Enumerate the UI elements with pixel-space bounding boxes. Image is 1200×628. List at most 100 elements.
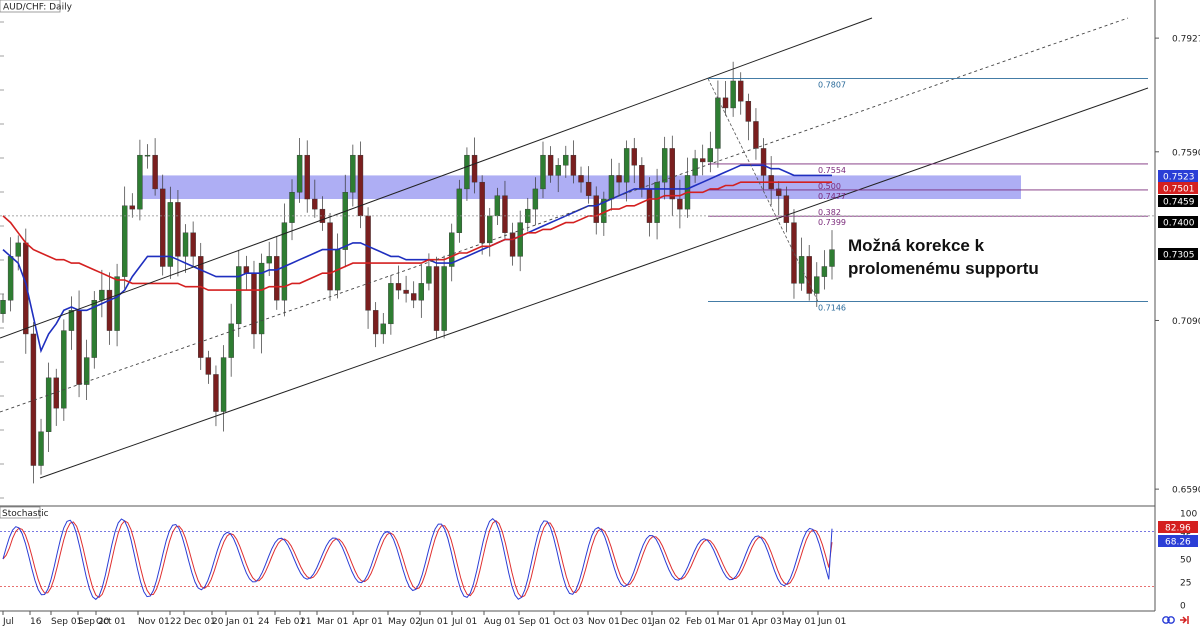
candle <box>745 100 752 122</box>
candle <box>327 222 333 291</box>
price-badge-label: 0.7523 <box>1163 173 1195 183</box>
candle <box>304 154 310 200</box>
candle <box>251 273 257 335</box>
candle <box>623 148 630 183</box>
trend-channel <box>0 17 1149 479</box>
price-badge <box>1158 195 1198 207</box>
price-badge <box>1158 170 1198 182</box>
stoch-k-line <box>2 518 833 601</box>
symbol-box <box>0 0 61 13</box>
candle <box>563 154 569 166</box>
candle <box>821 266 828 277</box>
candle <box>631 148 637 166</box>
candle <box>53 377 59 409</box>
price-badge-label: 0.7459 <box>1163 198 1195 208</box>
price-badge-label: 0.7305 <box>1163 251 1195 261</box>
time-tick-label: Jul <box>2 617 14 627</box>
stoch-d-badge <box>1158 535 1198 547</box>
candle <box>578 175 584 183</box>
candle <box>236 266 242 325</box>
candle <box>152 154 158 190</box>
candle <box>456 188 463 233</box>
time-tick-label: Jun 01 <box>817 617 846 627</box>
time-tick-label: Jan 02 <box>651 617 680 627</box>
channel-lower-line <box>39 87 1149 479</box>
stoch-tick-label: 25 <box>1180 579 1191 589</box>
candle <box>547 154 554 176</box>
candle <box>372 310 379 335</box>
time-tick-label: Nov 01 <box>138 617 170 627</box>
candle <box>342 192 348 250</box>
time-tick-label: Oct 01 <box>96 617 126 627</box>
fib-ratio-label: 0.500 <box>818 182 841 191</box>
time-tick-label: Jan 01 <box>225 617 254 627</box>
price-badge <box>1158 182 1198 194</box>
time-tick-label: 21 <box>300 617 311 627</box>
candle <box>441 266 447 331</box>
candle <box>806 256 812 294</box>
candle <box>471 154 478 183</box>
candle <box>616 175 622 183</box>
time-tick-label: Jul 01 <box>451 617 477 627</box>
annotation-line-1: Možná korekce k <box>848 236 985 255</box>
stoch-tick-label: 0 <box>1180 602 1186 612</box>
candle <box>608 175 615 200</box>
arrow-exit-icon[interactable] <box>1180 616 1189 624</box>
channel-mid-line <box>0 17 1129 413</box>
stochastic-lines <box>0 518 1155 601</box>
candle <box>403 289 409 294</box>
candle <box>760 148 767 176</box>
candle <box>296 154 303 193</box>
stoch-k-badge <box>1158 521 1198 533</box>
candle <box>266 256 272 264</box>
stoch-d-line <box>2 520 833 599</box>
time-tick-label: Oct 03 <box>554 617 584 627</box>
indicator-box <box>0 506 41 519</box>
stoch-d-badge-label: 68.26 <box>1165 538 1191 548</box>
candle <box>661 148 668 183</box>
price-badges: 0.7523 0.7501 0.7459 0.7400 0.7305 82.96 68.26 <box>1158 170 1198 548</box>
candle <box>692 158 698 176</box>
time-tick-label: Apr 01 <box>353 617 383 627</box>
price-badge <box>1158 248 1198 260</box>
candle <box>540 154 546 190</box>
fib-anchor-line <box>707 78 819 302</box>
candle <box>410 293 417 301</box>
candle <box>312 198 318 210</box>
chain-link-icon[interactable] <box>1162 616 1175 624</box>
candle <box>502 195 508 233</box>
candle <box>106 289 113 331</box>
candle <box>0 300 6 314</box>
candle <box>15 242 21 257</box>
candle <box>449 232 455 267</box>
candle <box>464 154 470 190</box>
candle <box>91 300 97 358</box>
candle <box>783 195 790 223</box>
candle <box>426 266 432 284</box>
candle <box>707 148 714 163</box>
candle <box>776 188 782 196</box>
time-tick-label: 22 <box>170 617 181 627</box>
candle <box>829 249 835 267</box>
moving-averages <box>2 164 832 354</box>
price-badge-label: 0.7501 <box>1163 185 1195 195</box>
candle <box>45 377 52 432</box>
candle <box>479 181 485 244</box>
candle <box>258 262 265 335</box>
candle <box>68 310 75 331</box>
indicator-title: Stochastic <box>2 509 49 519</box>
candle <box>639 165 645 190</box>
candle <box>433 266 440 331</box>
time-tick-label: Sep 20 <box>78 617 110 627</box>
stochastic-pane[interactable] <box>0 518 1155 601</box>
candle <box>517 222 523 257</box>
stoch-tick-label: 100 <box>1180 510 1197 520</box>
candle <box>388 283 394 325</box>
time-tick-label: Sep 01 <box>519 617 550 627</box>
time-tick-label: May 02 <box>388 617 421 627</box>
